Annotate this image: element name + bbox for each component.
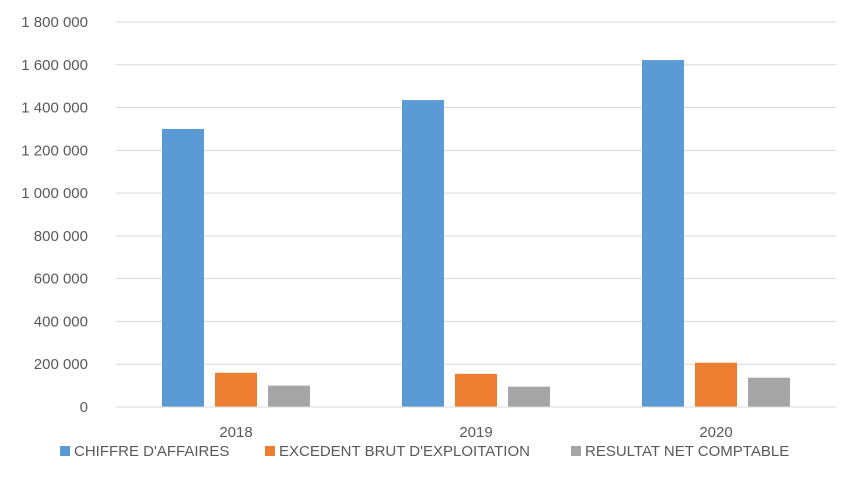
y-tick-label: 600 000 [34,271,88,288]
y-tick-label: 1 200 000 [21,142,88,159]
bar [748,377,790,407]
legend-label: CHIFFRE D'AFFAIRES [74,443,229,460]
y-axis-ticks: 0 200 000 400 000 600 000 800 000 1 000 000 1 … [21,14,88,416]
legend-swatch [265,446,275,456]
y-tick-label: 1 600 000 [21,57,88,74]
x-tick-label: 2018 [219,424,252,441]
y-tick-label: 200 000 [34,356,88,373]
gridlines [116,21,836,365]
bar [162,128,204,407]
x-tick-label: 2020 [699,424,732,441]
legend-label: RESULTAT NET COMPTABLE [585,443,789,460]
bar [642,60,684,407]
y-tick-label: 1 000 000 [21,185,88,202]
bars [162,60,790,407]
legend-label: EXCEDENT BRUT D'EXPLOITATION [279,443,530,460]
bar [455,373,497,407]
bar [508,386,550,407]
legend: CHIFFRE D'AFFAIRES EXCEDENT BRUT D'EXPLOI… [60,443,789,460]
y-tick-label: 0 [80,399,88,416]
y-tick-label: 1 800 000 [21,14,88,31]
bar [402,100,444,407]
bar [695,362,737,407]
legend-swatch [60,446,70,456]
y-tick-label: 800 000 [34,228,88,245]
y-tick-label: 1 400 000 [21,100,88,117]
y-tick-label: 400 000 [34,313,88,330]
bar [268,385,310,407]
x-tick-label: 2019 [459,424,492,441]
x-axis-ticks: 2018 2019 2020 [219,424,732,441]
legend-swatch [571,446,581,456]
bar [215,372,257,407]
